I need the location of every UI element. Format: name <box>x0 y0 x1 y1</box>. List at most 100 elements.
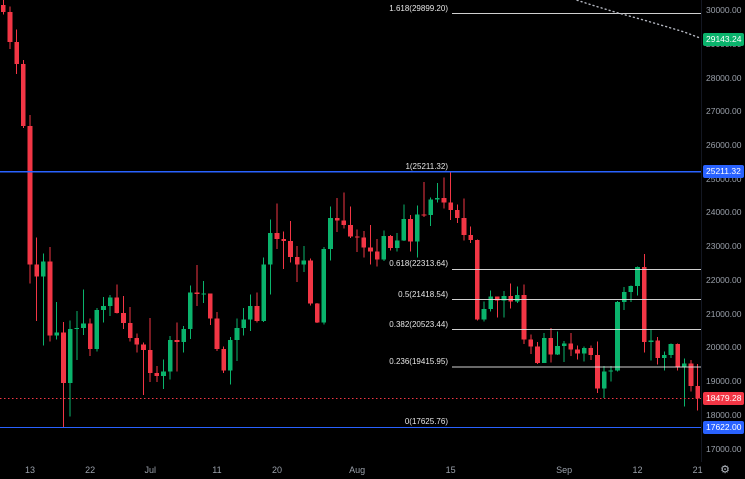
candle-body <box>147 350 153 373</box>
candle-body <box>354 236 360 238</box>
candle-body <box>214 318 220 350</box>
candle-body <box>521 295 527 340</box>
candle-body <box>101 305 106 311</box>
fib-level-label[interactable]: 0.618(22313.64) <box>389 259 448 269</box>
candlestick-canvas <box>0 0 701 429</box>
candle-body <box>475 240 480 320</box>
candle-body <box>221 349 226 371</box>
price-tick-label: 23000.00 <box>706 241 742 252</box>
price-tick-label: 30000.00 <box>706 5 742 16</box>
candle-body <box>254 306 260 322</box>
price-tick-label: 22000.00 <box>706 274 742 285</box>
candle-body <box>134 338 140 345</box>
time-tick-label: Sep <box>556 465 573 475</box>
candle-body <box>14 42 20 65</box>
candle-body <box>47 261 53 336</box>
candle-body <box>314 303 320 323</box>
candle-body <box>421 214 427 216</box>
candle-body <box>114 297 120 313</box>
candle-body <box>434 197 440 200</box>
candle-body <box>161 371 166 377</box>
candle-body <box>468 235 474 241</box>
price-tick-label: 21000.00 <box>706 308 742 319</box>
candle-body <box>648 340 654 342</box>
price-chart-pane[interactable]: 1.618(29899.20) 1(25211.32) 0.618(22313.64… <box>0 0 701 462</box>
time-tick-label: 15 <box>445 465 456 475</box>
time-tick-label: 11 <box>212 465 222 475</box>
fib-level-label[interactable]: 0.382(20523.44) <box>389 319 448 329</box>
price-tick-label: 17000.00 <box>706 443 742 454</box>
time-tick-label: Aug <box>349 465 366 475</box>
candle-body <box>348 224 353 237</box>
candle-body <box>308 260 313 304</box>
candle-body <box>227 339 233 371</box>
candle-body <box>288 241 293 257</box>
candle-body <box>568 343 574 350</box>
candle-body <box>241 319 247 329</box>
moving-average-line[interactable] <box>537 0 701 40</box>
candle-body <box>94 310 100 350</box>
time-tick-label: 20 <box>272 465 283 475</box>
fib-level-label[interactable]: 1(25211.32) <box>405 161 448 171</box>
candle-body <box>1 5 6 13</box>
candle-body <box>655 340 660 359</box>
candle-body <box>595 354 600 389</box>
time-axis[interactable]: ⚙ 13 22 Jul 11 20 Aug 15 Sep 12 21 <box>0 462 745 479</box>
candle-body <box>248 306 253 320</box>
candle-body <box>41 261 46 277</box>
candle-body <box>301 260 307 265</box>
candle-body <box>681 363 687 368</box>
fib-level-label[interactable]: 0.5(21418.54) <box>398 289 448 299</box>
candle-body <box>461 217 467 236</box>
time-tick-label: Jul <box>144 465 156 475</box>
candle-body <box>481 309 487 320</box>
candle-body <box>361 237 367 248</box>
fib-level-label[interactable]: 0(17625.76) <box>404 417 448 427</box>
price-badge: 17622.00 <box>703 421 744 435</box>
price-tick-label: 26000.00 <box>706 140 742 150</box>
price-axis[interactable]: 30000.0029000.0028000.0027000.0026000.00… <box>701 0 745 462</box>
candle-body <box>601 371 607 389</box>
candle-body <box>234 328 240 340</box>
candle-body <box>334 218 340 221</box>
candle-body <box>274 233 280 239</box>
candle-body <box>281 238 287 242</box>
price-tick-label: 18000.00 <box>706 409 742 420</box>
candle-body <box>187 292 193 330</box>
candle-body <box>261 264 267 322</box>
price-tick-label: 27000.00 <box>706 106 742 117</box>
settings-gear-icon[interactable]: ⚙ <box>720 464 730 476</box>
candle-body <box>561 343 567 346</box>
candle-body <box>54 332 60 336</box>
candle-body <box>87 323 93 350</box>
fib-level-label[interactable]: 0.236(19415.95) <box>389 357 448 367</box>
candle-body <box>628 285 634 293</box>
time-tick-label: 22 <box>85 465 96 475</box>
candle-body <box>167 339 173 372</box>
candle-body <box>381 236 387 260</box>
candle-body <box>207 293 213 319</box>
candle-body <box>7 12 13 43</box>
candle-body <box>608 370 614 372</box>
price-tick-label: 28000.00 <box>706 72 742 83</box>
candle-body <box>661 354 667 359</box>
candle-body <box>121 312 126 324</box>
candle-body <box>394 240 400 249</box>
candle-body <box>668 343 674 355</box>
candle-body <box>321 248 327 323</box>
candle-body <box>621 292 627 302</box>
candle-body <box>388 236 393 249</box>
fib-level-label[interactable]: 1.618(29899.20) <box>389 3 448 13</box>
time-tick-label: 12 <box>632 465 643 475</box>
candle-body <box>575 349 580 354</box>
candle-body <box>541 337 547 363</box>
candle-body <box>328 218 333 249</box>
candle-body <box>428 199 433 215</box>
candle-body <box>154 372 160 377</box>
candle-body <box>81 323 86 329</box>
candle-body <box>688 363 694 386</box>
candle-body <box>127 323 133 339</box>
candle-body <box>401 219 407 241</box>
price-tick-label: 19000.00 <box>706 376 742 387</box>
